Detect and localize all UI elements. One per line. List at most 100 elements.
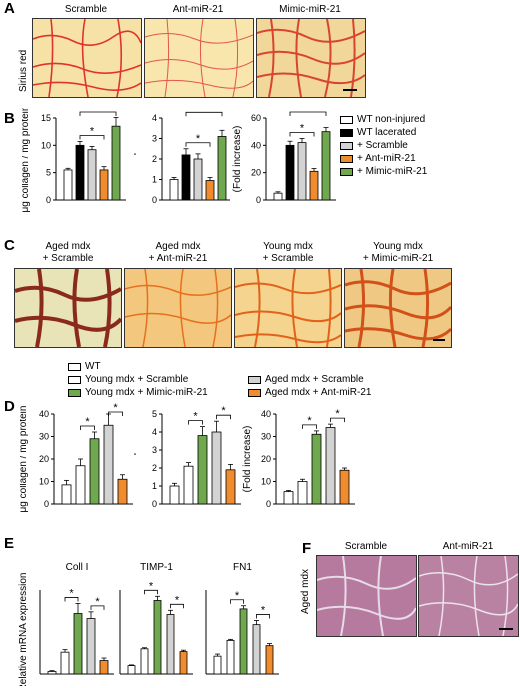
bar [140, 648, 149, 675]
y-tick-label: 0 [266, 499, 271, 509]
y-tick-label: 2 [152, 463, 157, 473]
sirius-red-image-mimic [256, 18, 366, 98]
legend-label: WT lacerated [357, 127, 417, 138]
bar [166, 614, 175, 675]
chart-d-collagen: 0 10 20 30 40 μg collagen / mg protein * * [20, 402, 133, 512]
bar [325, 427, 336, 505]
chart-title: Coll I [66, 562, 89, 573]
chart-e-coll1: Relative mRNA expression Coll I * * [18, 562, 114, 686]
y-axis-label: Fibronectin [232, 134, 233, 183]
significance-bracket [79, 135, 105, 140]
legend-label: WT [85, 361, 101, 372]
bar [283, 491, 294, 505]
significance-bracket [302, 424, 317, 429]
legend-label: + Ant-miR-21 [357, 153, 416, 164]
tissue-pattern [419, 556, 518, 636]
legend-label: + Scramble [357, 140, 408, 151]
y-tick-label: 20 [251, 168, 261, 178]
tissue-pattern [33, 19, 141, 97]
y-tick-label: 60 [251, 113, 261, 123]
panel-label-d: D [4, 398, 15, 415]
legend-label: WT non-injured [357, 114, 426, 125]
legend-label: Young mdx + Mimic-miR-21 [85, 387, 208, 398]
y-tick-label: 40 [251, 140, 261, 150]
bar [86, 618, 96, 675]
y-tick-label: 0 [46, 195, 51, 205]
significance-star: * [306, 108, 311, 114]
y-tick-label: 2 [152, 154, 157, 164]
bar [89, 438, 100, 505]
image-title-c1: Aged mdx + Scramble [42, 241, 94, 264]
y-tick-label: 0 [152, 195, 157, 205]
bar [205, 180, 215, 201]
bar [111, 125, 121, 201]
sirius-red-image-young-mimic [344, 268, 452, 348]
y-tick-label: 10 [39, 477, 49, 487]
he-image-ant [418, 555, 519, 637]
bar [61, 484, 72, 505]
significance-star: * [261, 604, 266, 616]
significance-bracket [289, 132, 315, 137]
bar [75, 144, 85, 201]
legend-swatch [248, 388, 261, 397]
legend-d-right: Aged mdx + Scramble Aged mdx + Ant-miR-2… [248, 373, 371, 399]
y-axis-label: Relative mRNA expression [18, 573, 29, 686]
y-tick-label: 20 [39, 454, 49, 464]
image-title-c3: Young mdx + Scramble [262, 241, 314, 264]
bar [73, 613, 83, 675]
y-tick-label: 20 [261, 454, 271, 464]
significance-bracket [188, 420, 203, 425]
bar [285, 144, 295, 201]
legend-b-item: WT lacerated [340, 126, 427, 139]
legend-b-item: + Mimic-miR-21 [340, 165, 427, 178]
y-tick-label: 10 [41, 140, 51, 150]
y-tick-label: 4 [152, 113, 157, 123]
legend-b: WT non-injured WT lacerated + Scramble +… [340, 113, 427, 178]
significance-bracket [170, 603, 184, 609]
chart-e-fn1: FN1 * * [205, 562, 279, 675]
legend-b-item: + Scramble [340, 139, 427, 152]
bar [179, 651, 188, 675]
bar [193, 158, 203, 201]
bar [117, 478, 128, 505]
image-title-c4: Young mdx + Mimic-miR-21 [362, 241, 434, 264]
bar [47, 671, 57, 675]
bar [169, 485, 180, 505]
image-title-c2: Aged mdx + Ant-miR-21 [148, 241, 208, 264]
significance-bracket [185, 111, 223, 117]
y-tick-label: 4 [152, 427, 157, 437]
legend-label: Young mdx + Scramble [85, 374, 189, 385]
bar [63, 169, 73, 201]
legend-label: + Mimic-miR-21 [357, 166, 428, 177]
legend-b-item: + Ant-miR-21 [340, 152, 427, 165]
chart-d-mir21: 0 1 2 3 4 5 miR-21 expression * * [134, 405, 241, 509]
significance-bracket [216, 414, 231, 420]
legend-swatch [68, 375, 81, 384]
y-tick-label: 30 [39, 432, 49, 442]
significance-bracket [330, 417, 345, 423]
panel-label-a: A [4, 0, 15, 17]
bar [321, 131, 331, 201]
significance-bracket [256, 614, 270, 619]
y-tick-label: 5 [46, 168, 51, 178]
chart-b-fibronectin: 0 20 40 60 Fibronectin(Fold increase) * * [232, 108, 336, 205]
bar [213, 655, 222, 675]
y-tick-label: 40 [261, 409, 271, 419]
bar [265, 645, 274, 675]
aged-mdx-label: Aged mdx [300, 568, 311, 614]
tissue-pattern [345, 269, 451, 347]
legend-swatch [340, 141, 353, 150]
legend-d-item: WT [68, 360, 208, 373]
bar [226, 640, 235, 675]
significance-star: * [307, 415, 312, 427]
bar [239, 608, 248, 675]
sirius-red-image-ant [144, 18, 254, 98]
legend-swatch [340, 167, 353, 176]
panel-label-f: F [302, 540, 312, 557]
legend-swatch [248, 375, 261, 384]
significance-bracket [90, 605, 105, 610]
legend-swatch [68, 362, 81, 371]
chart-d-fibronectin: 0 10 20 30 40 Fibronectin(Fold increase) * * [242, 408, 355, 509]
bar [225, 469, 236, 505]
bar [60, 651, 70, 675]
